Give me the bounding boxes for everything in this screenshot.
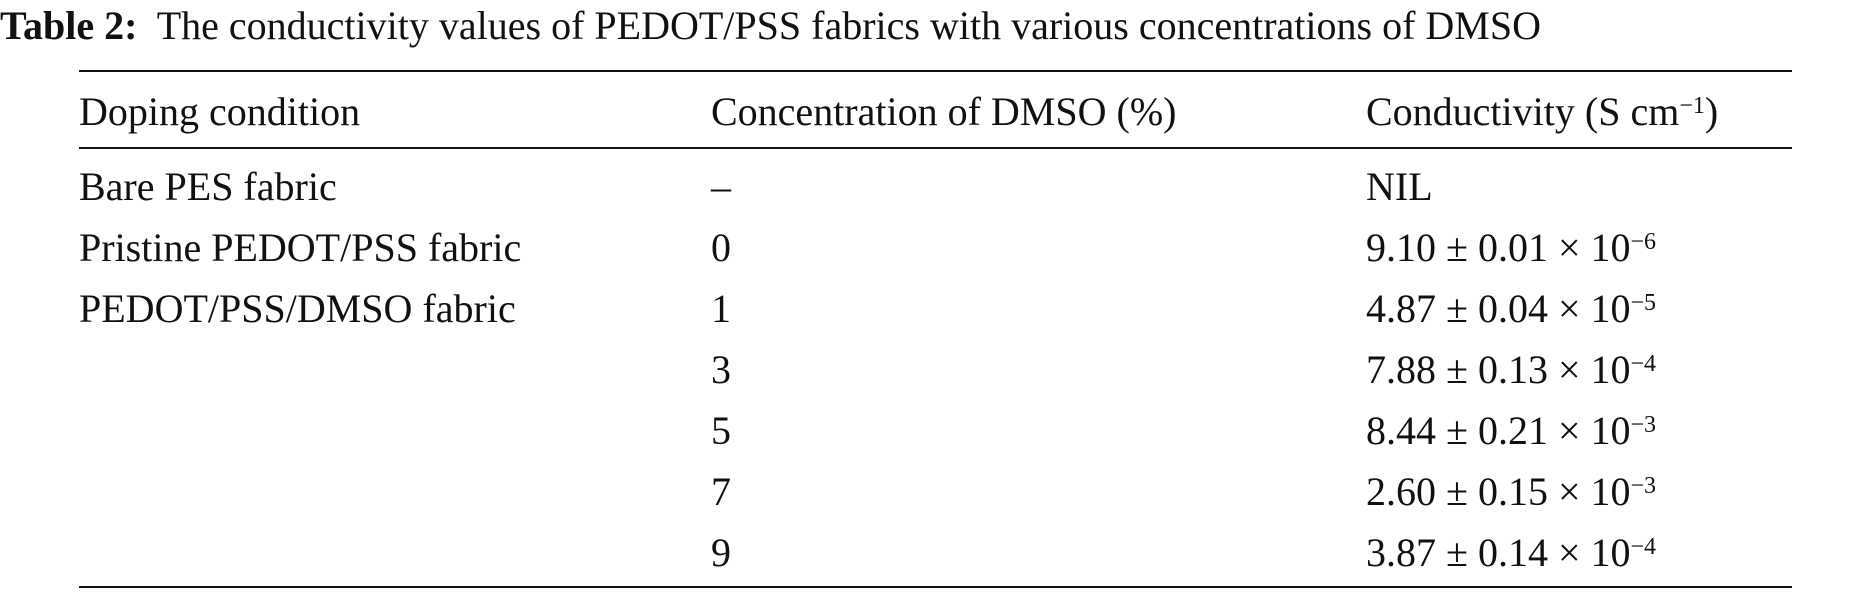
cell-text: 0 bbox=[711, 225, 731, 270]
caption: Table 2: The conductivity values of PEDO… bbox=[0, 2, 1541, 50]
cell-text: 9.10 ± 0.01 × 10 bbox=[1366, 225, 1631, 270]
conductivity-cell: 9.10 ± 0.01 × 10−6 bbox=[1366, 224, 1656, 272]
header-text: Concentration of DMSO (%) bbox=[711, 89, 1177, 134]
concentration-cell: 7 bbox=[711, 468, 731, 516]
concentration-cell: 0 bbox=[711, 224, 731, 272]
conductivity-cell: 3.87 ± 0.14 × 10−4 bbox=[1366, 529, 1656, 577]
concentration-cell: 5 bbox=[711, 407, 731, 455]
cell-text: 5 bbox=[711, 408, 731, 453]
caption-label: Table 2: bbox=[0, 3, 138, 48]
cell-text: 1 bbox=[711, 286, 731, 331]
concentration-cell: – bbox=[711, 163, 731, 211]
exponent: −3 bbox=[1630, 412, 1657, 438]
conductivity-cell: NIL bbox=[1366, 163, 1433, 211]
exponent: −4 bbox=[1630, 351, 1657, 377]
cell-text: Bare PES fabric bbox=[79, 164, 337, 209]
cell-text: 2.60 ± 0.15 × 10 bbox=[1366, 469, 1631, 514]
condition-cell: Bare PES fabric bbox=[79, 163, 337, 211]
header-text: Doping condition bbox=[79, 89, 361, 134]
cell-text: – bbox=[711, 164, 731, 209]
header-cell: Doping condition bbox=[79, 88, 360, 136]
header-cell: Concentration of DMSO (%) bbox=[711, 88, 1176, 136]
cell-text: NIL bbox=[1366, 164, 1433, 209]
cell-text: 9 bbox=[711, 530, 731, 575]
conductivity-cell: 7.88 ± 0.13 × 10−4 bbox=[1366, 346, 1656, 394]
cell-text: Pristine PEDOT/PSS fabric bbox=[79, 225, 522, 270]
bottom-rule bbox=[79, 586, 1792, 588]
cell-text: 7.88 ± 0.13 × 10 bbox=[1366, 347, 1631, 392]
condition-cell: Pristine PEDOT/PSS fabric bbox=[79, 224, 521, 272]
cell-text: 3.87 ± 0.14 × 10 bbox=[1366, 530, 1631, 575]
cell-text: 4.87 ± 0.04 × 10 bbox=[1366, 286, 1631, 331]
concentration-cell: 9 bbox=[711, 529, 731, 577]
conductivity-cell: 4.87 ± 0.04 × 10−5 bbox=[1366, 285, 1656, 333]
exponent: −3 bbox=[1630, 473, 1657, 499]
header-rule bbox=[79, 147, 1792, 149]
cell-text: PEDOT/PSS/DMSO fabric bbox=[79, 286, 516, 331]
cell-text: 7 bbox=[711, 469, 731, 514]
cell-text: 3 bbox=[711, 347, 731, 392]
header-superscript: −1 bbox=[1679, 93, 1705, 119]
cell-text: 8.44 ± 0.21 × 10 bbox=[1366, 408, 1631, 453]
exponent: −5 bbox=[1630, 290, 1657, 316]
caption-text: The conductivity values of PEDOT/PSS fab… bbox=[156, 3, 1541, 48]
header-text: Conductivity (S cm bbox=[1366, 89, 1680, 134]
exponent: −6 bbox=[1630, 229, 1657, 255]
top-rule bbox=[79, 70, 1792, 72]
exponent: −4 bbox=[1630, 534, 1657, 560]
conductivity-cell: 8.44 ± 0.21 × 10−3 bbox=[1366, 407, 1656, 455]
header-cell: Conductivity (S cm−1) bbox=[1366, 88, 1718, 136]
header-text: ) bbox=[1704, 89, 1719, 134]
condition-cell: PEDOT/PSS/DMSO fabric bbox=[79, 285, 516, 333]
concentration-cell: 1 bbox=[711, 285, 731, 333]
conductivity-cell: 2.60 ± 0.15 × 10−3 bbox=[1366, 468, 1656, 516]
concentration-cell: 3 bbox=[711, 346, 731, 394]
